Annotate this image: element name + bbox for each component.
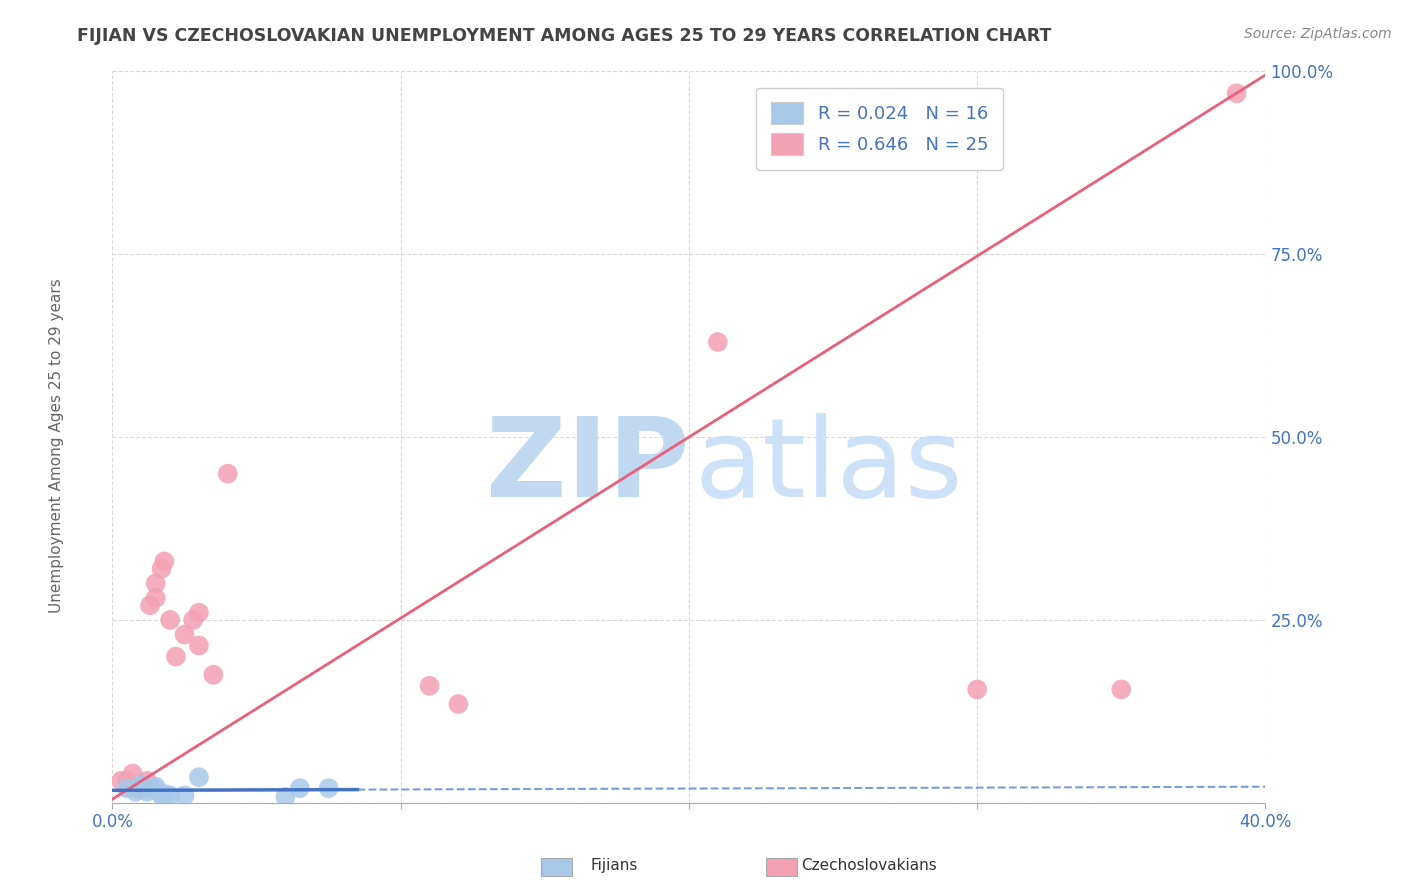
Point: [150, 562, 173, 576]
Text: Czechoslovakians: Czechoslovakians: [801, 858, 938, 872]
Point: [150, 789, 173, 803]
Point: [129, 778, 153, 792]
Point: [188, 770, 211, 784]
Text: Unemployment Among Ages 25 to 29 years: Unemployment Among Ages 25 to 29 years: [49, 278, 63, 614]
Point: [419, 679, 441, 693]
Point: [447, 697, 470, 711]
Point: [217, 467, 239, 481]
Text: FIJIAN VS CZECHOSLOVAKIAN UNEMPLOYMENT AMONG AGES 25 TO 29 YEARS CORRELATION CHA: FIJIAN VS CZECHOSLOVAKIAN UNEMPLOYMENT A…: [77, 27, 1052, 45]
Legend: R = 0.024   N = 16, R = 0.646   N = 25: R = 0.024 N = 16, R = 0.646 N = 25: [756, 87, 1002, 169]
Point: [136, 773, 159, 788]
Point: [115, 773, 138, 788]
Point: [1226, 87, 1249, 101]
Point: [274, 789, 297, 804]
Text: ZIP: ZIP: [485, 413, 689, 520]
Point: [124, 785, 146, 799]
Point: [159, 613, 181, 627]
Text: Source: ZipAtlas.com: Source: ZipAtlas.com: [1244, 27, 1392, 41]
Point: [966, 682, 988, 697]
Point: [124, 781, 146, 796]
Point: [129, 781, 153, 796]
Point: [181, 613, 204, 627]
Point: [145, 782, 167, 797]
Point: [173, 627, 195, 641]
Point: [145, 576, 167, 591]
Point: [153, 787, 176, 801]
Point: [129, 778, 153, 792]
Point: [188, 606, 211, 620]
Point: [145, 780, 167, 794]
Point: [707, 334, 730, 349]
Point: [165, 649, 187, 664]
Point: [139, 599, 162, 613]
Point: [121, 766, 143, 780]
Point: [173, 789, 195, 803]
Point: [110, 773, 132, 788]
Text: Fijians: Fijians: [591, 858, 638, 872]
Point: [202, 667, 225, 681]
Point: [115, 781, 138, 796]
Text: atlas: atlas: [695, 413, 963, 520]
Point: [145, 591, 167, 605]
Point: [288, 781, 311, 796]
Point: [159, 789, 181, 803]
Point: [139, 781, 162, 796]
Point: [136, 785, 159, 799]
Point: [153, 554, 176, 568]
Point: [188, 639, 211, 653]
Point: [1111, 682, 1133, 697]
Point: [318, 781, 340, 796]
